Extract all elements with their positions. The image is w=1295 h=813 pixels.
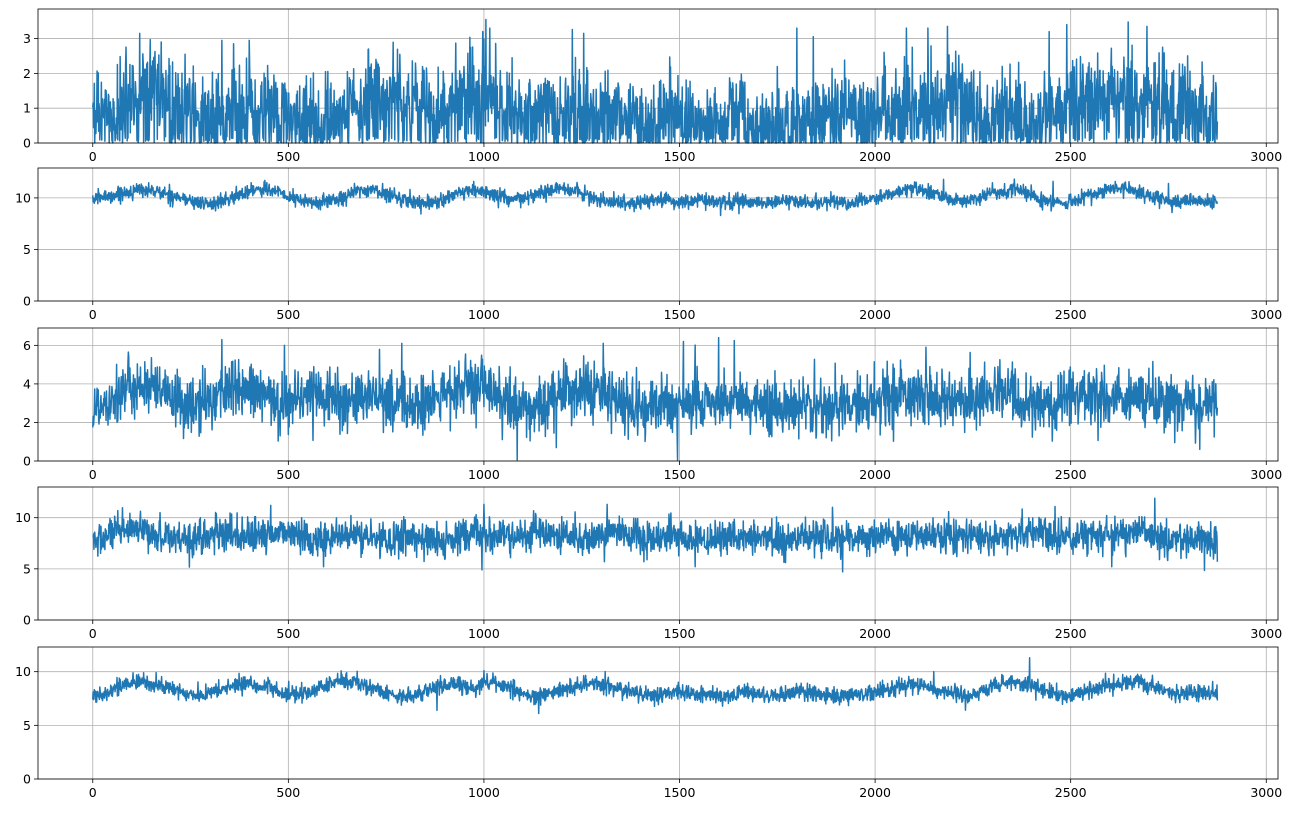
x-tick-label: 1000 xyxy=(468,785,500,800)
x-tick-label: 500 xyxy=(276,307,300,322)
y-tick-label: 1 xyxy=(23,101,31,116)
x-tick-label: 500 xyxy=(276,467,300,482)
y-tick-label: 5 xyxy=(23,242,31,257)
x-tick-label: 500 xyxy=(276,785,300,800)
y-tick-label: 10 xyxy=(15,510,31,525)
y-tick-label: 4 xyxy=(23,376,31,391)
subplot-3: 0 500 1000 1500 2000 2500 3000 0 2 4 6 xyxy=(23,327,1282,482)
x-tick-label: 2500 xyxy=(1055,785,1087,800)
subplot-1: 0 500 1000 1500 2000 2500 3000 0 1 2 3 xyxy=(23,8,1282,164)
x-tick-label: 1000 xyxy=(468,307,500,322)
x-tick-label: 1500 xyxy=(664,626,696,641)
x-tick-label: 2500 xyxy=(1055,307,1087,322)
subplot-4: 0 500 1000 1500 2000 2500 3000 0 5 10 xyxy=(15,486,1282,641)
x-tick-label: 3000 xyxy=(1250,785,1282,800)
x-tick-label: 2500 xyxy=(1055,626,1087,641)
x-tick-label: 2500 xyxy=(1055,149,1087,164)
y-tick-label: 0 xyxy=(23,454,31,469)
y-tick-label: 2 xyxy=(23,415,31,430)
x-tick-label: 0 xyxy=(89,467,97,482)
grid-lines xyxy=(38,168,1278,302)
series-line xyxy=(92,18,1219,144)
x-tick-label: 500 xyxy=(276,626,300,641)
x-tick-label: 2000 xyxy=(859,307,891,322)
x-tick-label: 2000 xyxy=(859,785,891,800)
x-tick-label: 3000 xyxy=(1250,626,1282,641)
axes-frame xyxy=(37,327,1279,462)
y-tick-label: 10 xyxy=(15,664,31,679)
axes-frame xyxy=(37,8,1279,144)
series-line xyxy=(92,656,1219,715)
x-tick-label: 1000 xyxy=(468,467,500,482)
axes-frame xyxy=(37,486,1279,621)
x-tick-label: 2500 xyxy=(1055,467,1087,482)
x-tick-label: 2000 xyxy=(859,149,891,164)
series-line xyxy=(92,178,1219,217)
x-tick-label: 1500 xyxy=(664,467,696,482)
x-tick-label: 3000 xyxy=(1250,307,1282,322)
x-tick-label: 3000 xyxy=(1250,467,1282,482)
series-line xyxy=(92,497,1219,573)
x-tick-label: 0 xyxy=(89,307,97,322)
y-tick-label: 3 xyxy=(23,31,31,46)
y-tick-label: 5 xyxy=(23,718,31,733)
x-tick-label: 2000 xyxy=(859,626,891,641)
x-tick-label: 1500 xyxy=(664,307,696,322)
x-tick-label: 3000 xyxy=(1250,149,1282,164)
x-tick-label: 2000 xyxy=(859,467,891,482)
y-tick-label: 2 xyxy=(23,66,31,81)
x-tick-label: 1000 xyxy=(468,626,500,641)
y-tick-label: 10 xyxy=(15,190,31,205)
x-tick-label: 1500 xyxy=(664,785,696,800)
x-tick-label: 1000 xyxy=(468,149,500,164)
y-tick-label: 6 xyxy=(23,338,31,353)
axes-frame xyxy=(37,167,1279,302)
y-tick-label: 5 xyxy=(23,561,31,576)
x-tick-label: 0 xyxy=(89,626,97,641)
y-tick-label: 0 xyxy=(23,136,31,151)
x-tick-label: 500 xyxy=(276,149,300,164)
x-tick-label: 0 xyxy=(89,785,97,800)
subplot-5: 0 500 1000 1500 2000 2500 3000 0 5 10 xyxy=(15,646,1282,800)
y-tick-label: 0 xyxy=(23,294,31,309)
y-tick-label: 0 xyxy=(23,772,31,787)
x-tick-label: 1500 xyxy=(664,149,696,164)
grid-lines xyxy=(38,487,1278,621)
subplot-2: 0 500 1000 1500 2000 2500 3000 0 5 10 xyxy=(15,167,1282,322)
x-tick-label: 0 xyxy=(89,149,97,164)
axes-frame xyxy=(37,646,1279,780)
grid-lines xyxy=(38,647,1278,780)
y-tick-label: 0 xyxy=(23,613,31,628)
series-line xyxy=(92,336,1219,461)
